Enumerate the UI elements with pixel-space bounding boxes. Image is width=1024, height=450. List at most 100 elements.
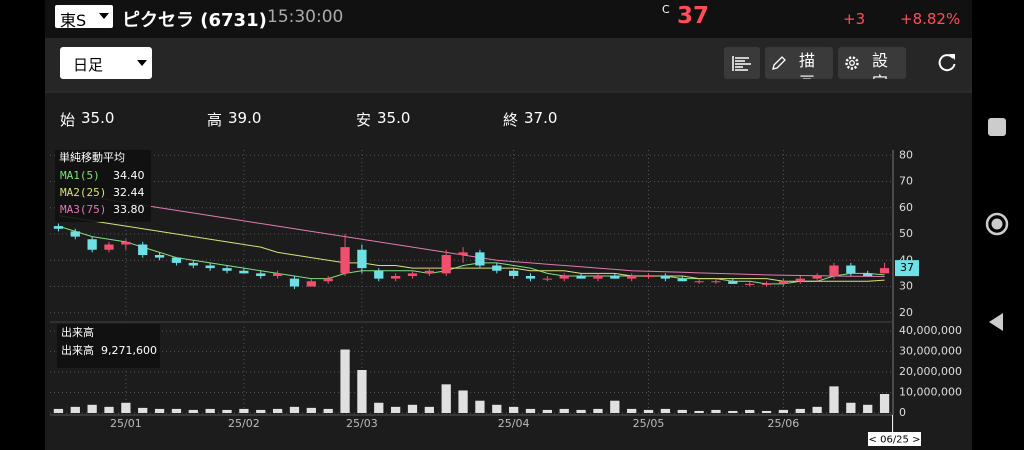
candle-body (53, 226, 64, 229)
candle-body (829, 265, 839, 276)
volume-bar (846, 402, 856, 413)
header (45, 0, 972, 38)
dropdown-arrow (99, 13, 109, 19)
chart: 20304050607080010,000,00020,000,00030,00… (45, 91, 972, 446)
period-select[interactable]: 日足 (60, 47, 152, 79)
candle-body (272, 273, 283, 276)
candle-body (188, 262, 198, 266)
volume-bar (121, 402, 131, 413)
volume-bar (390, 406, 401, 413)
candle-body (289, 278, 300, 287)
candle-body (138, 244, 148, 255)
ohlc-label: 始 (60, 111, 76, 129)
candle-body (812, 276, 822, 279)
volume-bar (492, 404, 502, 413)
home-button[interactable] (985, 212, 1009, 236)
volume-bar (239, 408, 249, 413)
change-pct: +8.82% (900, 10, 961, 28)
refresh-button[interactable] (936, 52, 958, 74)
candle-body (711, 281, 721, 283)
y-tick-label: 20 (899, 306, 913, 319)
x-tick-label: 25/02 (228, 417, 260, 430)
ohlc-value: 39.0 (228, 109, 262, 127)
candle-body (104, 244, 114, 250)
back-button[interactable] (989, 313, 1003, 331)
volume-bar (138, 407, 148, 413)
home-dot (991, 218, 1003, 230)
volume-bar (357, 370, 367, 413)
ma-legend-name: MA3(75) (60, 203, 106, 216)
candle-body (323, 278, 333, 282)
ma-legend-value: 33.80 (113, 203, 145, 216)
candle-body (525, 276, 536, 279)
volume-legend-name: 出来高 (61, 343, 94, 357)
volume-bar (70, 406, 80, 413)
last-price-tag (895, 260, 919, 277)
volume-bar (812, 406, 822, 413)
volume-bar (711, 409, 721, 413)
candle-body (660, 276, 671, 279)
volume-bar (761, 410, 772, 413)
volume-bar (222, 409, 232, 413)
volume-tick-label: 30,000,000 (899, 345, 962, 358)
volume-bar (559, 408, 569, 413)
ohlc-value: 37.0 (524, 109, 558, 127)
y-tick-label: 30 (899, 280, 913, 293)
exchange-select[interactable]: 東S (55, 5, 113, 30)
volume-bar (829, 386, 839, 413)
candle-body (795, 278, 805, 282)
price: 37 (677, 3, 710, 29)
y-tick-label: 50 (899, 227, 913, 240)
candle-body (357, 249, 367, 269)
candle-body (879, 268, 890, 274)
candle-body (627, 276, 637, 279)
draw-button[interactable]: 描画 (765, 47, 833, 79)
candle-body (256, 273, 266, 276)
ohlc-value: 35.0 (377, 109, 411, 127)
candle-body (542, 278, 553, 280)
volume-bar (863, 404, 873, 413)
volume-bar (643, 409, 654, 413)
volume-bar (306, 407, 316, 413)
ma-legend-value: 34.40 (113, 169, 145, 182)
cursor-box (868, 432, 921, 446)
candle-body (728, 281, 738, 284)
volume-bar (475, 400, 485, 413)
ma-legend-box (55, 150, 151, 222)
ma-line (58, 225, 885, 285)
candle-body (390, 276, 401, 279)
volume-bar (795, 408, 805, 413)
volume-bar (593, 408, 603, 413)
volume-bar (205, 408, 215, 413)
candle-body (239, 270, 249, 274)
volume-bar (576, 409, 586, 413)
candle-body (121, 241, 131, 245)
candle-body (778, 281, 789, 284)
candle-body (87, 239, 97, 250)
volume-bar (87, 404, 97, 413)
volume-tick-label: 10,000,000 (899, 386, 962, 399)
candle-body (441, 255, 451, 274)
volume-bar (745, 409, 755, 413)
draw-label: 描画 (799, 51, 816, 79)
volume-bar (677, 409, 687, 413)
y-tick-label: 60 (899, 201, 913, 214)
settings-button[interactable]: 設定 (838, 47, 906, 79)
candle-body (492, 265, 502, 271)
ma-legend-value: 32.44 (113, 186, 145, 199)
indicator-button[interactable] (724, 47, 760, 79)
volume-bar (441, 384, 451, 413)
candle-body (559, 276, 569, 279)
candle-body (407, 273, 418, 276)
volume-tick-label: 20,000,000 (899, 365, 962, 378)
x-tick-label: 25/03 (346, 417, 378, 430)
candle-body (610, 276, 620, 279)
volume-bar (728, 410, 738, 413)
recent-button[interactable] (988, 118, 1006, 136)
candle-body (863, 273, 873, 276)
cursor-label: < 06/25 > (869, 435, 921, 446)
candle-body (374, 270, 384, 279)
candle-body (761, 283, 772, 285)
settings-label: 設定 (872, 51, 889, 79)
